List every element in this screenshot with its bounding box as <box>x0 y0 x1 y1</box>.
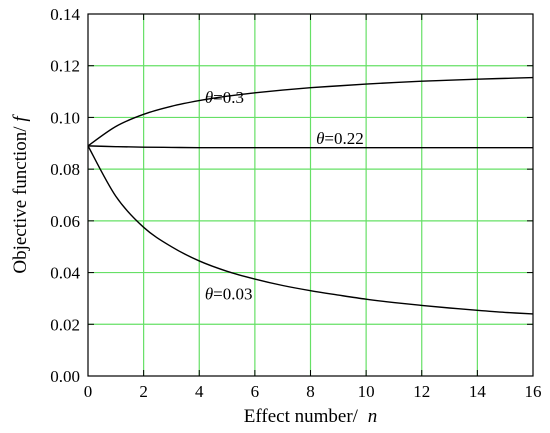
series-label-value: =0.03 <box>213 285 252 304</box>
curves <box>87 76 534 315</box>
y-tick-label: 0.06 <box>50 212 80 231</box>
x-tick-label: 14 <box>469 382 487 401</box>
series-line <box>87 76 534 147</box>
series-line <box>87 145 534 315</box>
x-tick-label: 10 <box>358 382 375 401</box>
y-tick-label: 0.10 <box>50 108 80 127</box>
y-tick-label: 0.04 <box>50 264 80 283</box>
y-axis-title: Objective function/ f <box>10 114 31 274</box>
ticks: 0 2 4 6 8 10 12 14 16 0.00 0.02 0.04 0.06 0.08 0.10 0.1… <box>50 5 541 401</box>
series-label: θ=0.3 <box>205 88 244 107</box>
x-tick-label: 0 <box>84 382 93 401</box>
y-axis-title-text: Objective function/ <box>10 126 31 274</box>
curve-labels: θ=0.3θ=0.22θ=0.03 <box>205 88 364 304</box>
series-label-symbol: θ <box>205 285 213 304</box>
x-tick-label: 6 <box>251 382 260 401</box>
y-tick-label: 0.14 <box>50 5 80 24</box>
series-label-value: =0.3 <box>213 88 244 107</box>
series-label-symbol: θ <box>205 88 213 107</box>
series-label-symbol: θ <box>316 129 324 148</box>
x-tick-label: 16 <box>525 382 542 401</box>
x-tick-label: 12 <box>413 382 430 401</box>
x-axis-title-text: Effect number/ <box>244 406 359 427</box>
x-tick-label: 4 <box>195 382 204 401</box>
series-label: θ=0.22 <box>316 129 364 148</box>
series-label: θ=0.03 <box>205 285 253 304</box>
x-tick-label: 2 <box>139 382 148 401</box>
x-axis-title-variable: n <box>368 406 378 427</box>
y-tick-label: 0.00 <box>50 367 80 386</box>
x-tick-label: 8 <box>306 382 315 401</box>
x-axis-title: Effect number/ n <box>244 406 377 427</box>
series-label-value: =0.22 <box>324 129 363 148</box>
grid <box>88 14 533 376</box>
y-tick-label: 0.12 <box>50 57 80 76</box>
y-axis-title-variable: f <box>10 114 31 122</box>
y-tick-label: 0.02 <box>50 315 80 334</box>
series-line <box>87 145 533 149</box>
y-tick-label: 0.08 <box>50 160 80 179</box>
